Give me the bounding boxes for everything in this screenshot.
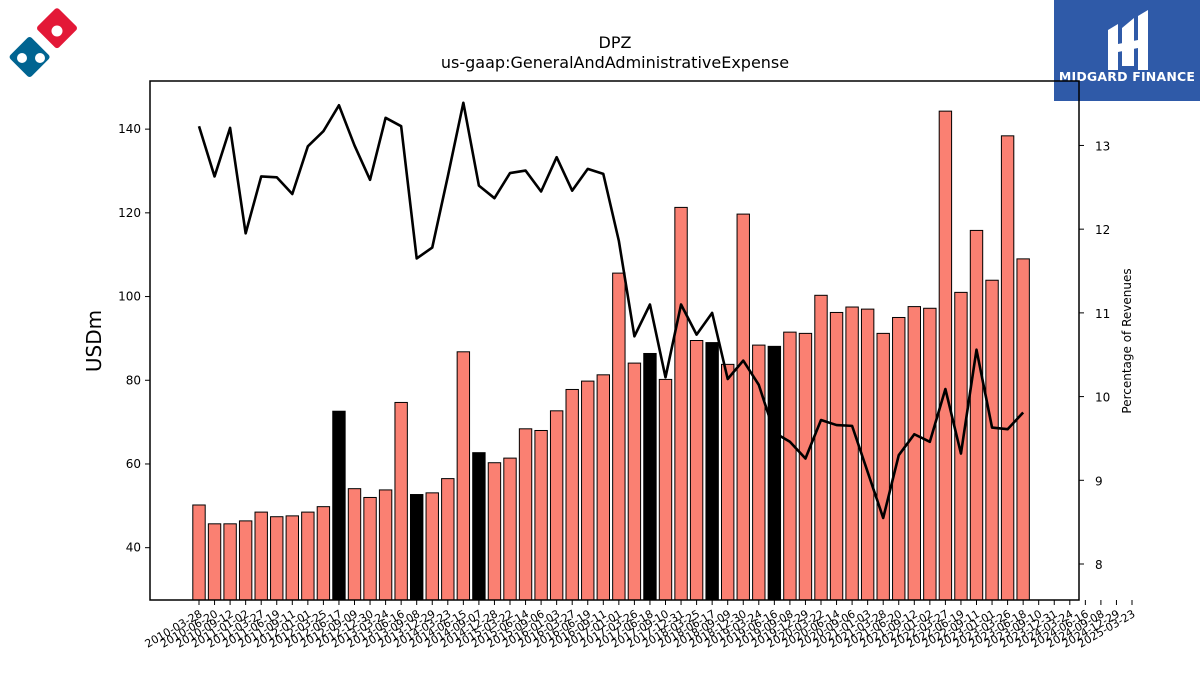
y-tick-label-right: 11 [1095, 307, 1110, 321]
bar [1000, 135, 1015, 601]
company-logo [9, 8, 77, 77]
bar [441, 478, 455, 601]
bar-annual [767, 345, 782, 601]
bar [238, 520, 253, 601]
bar [845, 306, 859, 601]
y-axis-label-right: Percentage of Revenues [1120, 268, 1134, 413]
bar [689, 340, 704, 601]
y-tick-label-right: 8 [1095, 558, 1103, 572]
chart-title: DPZ [599, 33, 632, 52]
y-tick-label: 100 [118, 290, 141, 304]
bar [627, 362, 642, 601]
bar [316, 506, 331, 601]
y-tick-label-right: 13 [1095, 139, 1110, 153]
y-tick-label: 120 [118, 206, 141, 220]
logo-domino-blue [9, 37, 50, 77]
bar [860, 308, 875, 601]
bar [783, 331, 797, 601]
bars-layer [192, 110, 1030, 601]
y-tick-label-right: 9 [1095, 474, 1103, 488]
bar-annual [410, 494, 424, 601]
bar [394, 401, 408, 601]
y-axis-label: USDm [82, 310, 106, 372]
bar [301, 511, 315, 601]
bar [363, 496, 377, 601]
bar [721, 363, 735, 601]
bar [270, 516, 284, 601]
plot-frame [149, 80, 1080, 601]
bar [985, 279, 999, 601]
bar [487, 462, 502, 601]
y-tick-label-right: 10 [1095, 391, 1110, 405]
y-tick-label: 40 [126, 541, 141, 555]
bar [581, 380, 595, 601]
bar [814, 294, 828, 601]
bar [503, 457, 517, 601]
bar [207, 523, 222, 601]
bar [596, 374, 610, 601]
brand-name: MIDGARD FINANCE [1059, 69, 1195, 84]
bar [907, 306, 921, 601]
bar [565, 388, 579, 601]
y-tick-label: 140 [118, 122, 141, 136]
bar [456, 351, 471, 601]
bar-annual [705, 342, 719, 601]
bar [876, 332, 890, 601]
bar-annual [643, 352, 657, 601]
y-tick-label-right: 12 [1095, 223, 1110, 237]
chart-subtitle: us-gaap:GeneralAndAdministrativeExpense [441, 53, 789, 72]
brand-mark-icon [1108, 10, 1148, 70]
bar [798, 332, 813, 601]
bar [612, 272, 626, 601]
series-line [197, 101, 1025, 520]
y-tick-label: 60 [126, 457, 141, 471]
brand-logo: MIDGARD FINANCE [1054, 0, 1200, 101]
bar [969, 229, 984, 601]
bar-annual [332, 410, 346, 601]
axes-layer: 40608010012014089101112132010-03-282010-… [118, 80, 1138, 651]
bar [518, 428, 533, 601]
bar [674, 206, 688, 601]
y-tick-label: 80 [126, 373, 141, 387]
line-layer [197, 101, 1025, 520]
bar [534, 429, 548, 601]
bar [285, 515, 300, 601]
bar [829, 311, 844, 601]
logo-domino-blue-dot-left [17, 53, 27, 63]
bar [425, 492, 439, 601]
bar [1016, 258, 1030, 601]
logo-domino-blue-dot-right [35, 53, 45, 63]
bar [736, 213, 750, 601]
bar-annual [472, 452, 486, 601]
bar [347, 488, 362, 601]
bar [938, 110, 953, 601]
logo-domino-red-dot [51, 25, 63, 37]
bar [192, 504, 206, 601]
bar [378, 489, 393, 601]
bar [549, 410, 564, 601]
bar [223, 523, 237, 601]
bar [658, 378, 673, 601]
bar [923, 307, 937, 601]
bar [254, 511, 268, 601]
